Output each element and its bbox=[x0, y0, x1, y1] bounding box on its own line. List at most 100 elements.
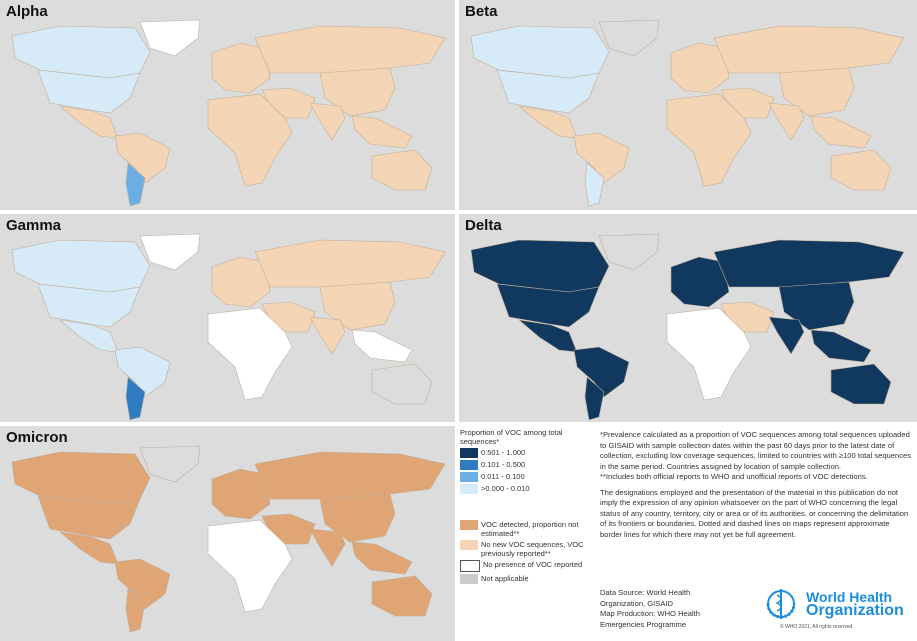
panel-title: Gamma bbox=[6, 217, 62, 234]
region-europe bbox=[670, 42, 730, 94]
region-canada bbox=[11, 25, 151, 79]
copyright: © WHO 2021, All rights reserved. bbox=[780, 624, 854, 630]
region-europe bbox=[211, 42, 271, 94]
legend-swatch bbox=[460, 520, 478, 530]
legend-label: 0.501 - 1.000 bbox=[481, 448, 526, 457]
region-russia bbox=[713, 25, 905, 74]
region-samerica bbox=[114, 346, 171, 398]
map-panel-delta: Delta bbox=[459, 214, 917, 422]
map-panel-gamma: Gamma bbox=[0, 214, 455, 422]
region-argentina bbox=[125, 588, 146, 633]
legend-swatch bbox=[460, 484, 478, 494]
region-samerica bbox=[114, 558, 171, 610]
region-greenland bbox=[598, 233, 660, 271]
legend-swatch bbox=[460, 472, 478, 482]
region-canada bbox=[470, 25, 610, 79]
region-australia bbox=[830, 149, 892, 191]
region-samerica bbox=[114, 132, 171, 184]
world-map bbox=[11, 233, 446, 421]
production-text: Map Production: WHO Health Emergencies P… bbox=[600, 609, 701, 629]
world-map bbox=[11, 19, 446, 207]
map-panel-beta: Beta bbox=[459, 0, 917, 210]
region-canada bbox=[11, 451, 151, 505]
region-samerica bbox=[573, 346, 630, 398]
region-usa bbox=[496, 283, 600, 328]
region-canada bbox=[470, 239, 610, 293]
region-australia bbox=[371, 149, 433, 191]
region-usa bbox=[496, 69, 600, 114]
source-text: Data Source: World Health Organization, … bbox=[600, 588, 691, 608]
region-china bbox=[319, 281, 396, 331]
region-australia bbox=[371, 575, 433, 617]
legend-swatch bbox=[460, 448, 478, 458]
region-india bbox=[309, 528, 346, 567]
world-map bbox=[11, 445, 446, 633]
region-greenland bbox=[139, 233, 201, 271]
region-usa bbox=[37, 69, 141, 114]
region-usa bbox=[37, 283, 141, 328]
legend-label: Not applicable bbox=[481, 574, 529, 583]
legend-item: >0.000 - 0.010 bbox=[460, 484, 595, 494]
legend-item: No presence of VOC reported bbox=[460, 560, 595, 572]
region-argentina bbox=[584, 162, 605, 207]
region-samerica bbox=[573, 132, 630, 184]
note-prevalence: *Prevalence calculated as a proportion o… bbox=[600, 430, 912, 471]
note-reports: **Includes both official reports to WHO … bbox=[600, 472, 868, 481]
panel-title: Delta bbox=[465, 217, 502, 234]
region-argentina bbox=[584, 376, 605, 421]
region-india bbox=[309, 316, 346, 355]
region-seasia bbox=[810, 115, 872, 149]
region-china bbox=[319, 493, 396, 543]
legend-item: 0.101 - 0.500 bbox=[460, 460, 595, 470]
map-panel-alpha: Alpha bbox=[0, 0, 455, 210]
legend-label: 0.101 - 0.500 bbox=[481, 460, 526, 469]
region-argentina bbox=[125, 376, 146, 421]
logo-line1: World Health bbox=[806, 589, 893, 605]
legend-label: >0.000 - 0.010 bbox=[481, 484, 530, 493]
region-seasia bbox=[351, 115, 413, 149]
region-usa bbox=[37, 495, 141, 540]
region-africa bbox=[207, 307, 293, 401]
region-india bbox=[768, 316, 805, 355]
region-africa bbox=[207, 519, 293, 613]
region-russia bbox=[254, 25, 446, 74]
map-legend: Proportion of VOC among total sequences*… bbox=[460, 428, 595, 586]
region-greenland bbox=[598, 19, 660, 57]
region-china bbox=[778, 281, 855, 331]
panel-title: Alpha bbox=[6, 3, 48, 20]
region-china bbox=[319, 67, 396, 117]
data-source: Data Source: World Health Organization, … bbox=[600, 588, 730, 630]
logo-line2: Organization bbox=[806, 602, 904, 619]
legend-item: Not applicable bbox=[460, 574, 595, 584]
region-argentina bbox=[125, 162, 146, 207]
region-russia bbox=[254, 451, 446, 500]
legend-label: No new VOC sequences, VOC previously rep… bbox=[481, 540, 584, 558]
region-australia bbox=[830, 363, 892, 405]
region-seasia bbox=[351, 541, 413, 575]
region-china bbox=[778, 67, 855, 117]
legend-item: 0.501 - 1.000 bbox=[460, 448, 595, 458]
region-europe bbox=[211, 256, 271, 308]
region-seasia bbox=[351, 329, 413, 363]
region-india bbox=[309, 102, 346, 141]
legend-swatch bbox=[460, 574, 478, 584]
world-map bbox=[470, 233, 905, 421]
legend-label: VOC detected, proportion not estimated** bbox=[481, 520, 579, 538]
panel-title: Omicron bbox=[6, 429, 68, 446]
region-russia bbox=[713, 239, 905, 288]
who-logo: World Health Organization bbox=[760, 585, 904, 623]
legend-label: No presence of VOC reported bbox=[483, 560, 583, 569]
world-map bbox=[470, 19, 905, 207]
region-europe bbox=[211, 468, 271, 520]
region-africa bbox=[666, 93, 752, 187]
region-russia bbox=[254, 239, 446, 288]
region-seasia bbox=[810, 329, 872, 363]
region-africa bbox=[666, 307, 752, 401]
legend-title: Proportion of VOC among total sequences* bbox=[460, 428, 563, 446]
region-india bbox=[768, 102, 805, 141]
legend-label: 0.011 - 0.100 bbox=[481, 472, 525, 481]
legend-swatch bbox=[460, 560, 480, 572]
region-greenland bbox=[139, 19, 201, 57]
region-canada bbox=[11, 239, 151, 293]
panel-title: Beta bbox=[465, 3, 498, 20]
